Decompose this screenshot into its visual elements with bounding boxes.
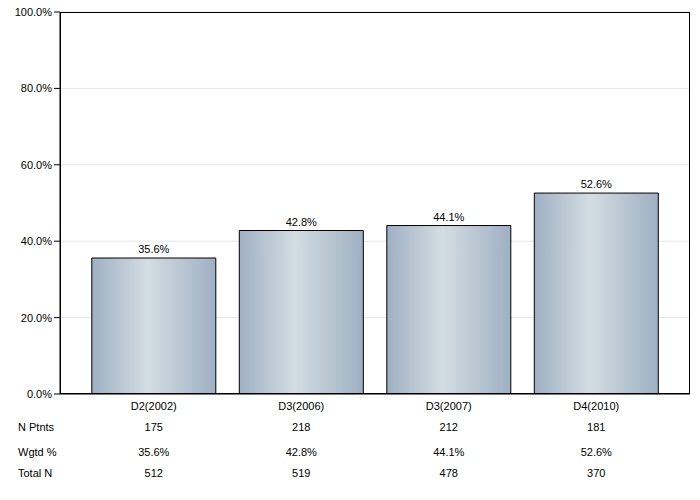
svg-text:60.0%: 60.0% (21, 159, 52, 171)
svg-text:0.0%: 0.0% (27, 388, 52, 400)
svg-text:40.0%: 40.0% (21, 235, 52, 247)
html-text:Total N: Total N (18, 467, 53, 479)
html-text:218: 218 (292, 421, 311, 433)
svg-text:D2(2002): D2(2002) (131, 400, 177, 412)
svg-text:42.8%: 42.8% (286, 216, 317, 228)
svg-text:52.6%: 52.6% (581, 178, 612, 190)
svg-text:20.0%: 20.0% (21, 312, 52, 324)
svg-text:100.0%: 100.0% (15, 6, 53, 18)
svg-text:D4(2010): D4(2010) (573, 400, 619, 412)
svg-text:80.0%: 80.0% (21, 82, 52, 94)
html-text:N Ptnts: N Ptnts (18, 421, 55, 433)
html-text:212: 212 (439, 421, 458, 433)
html-text:52.6%: 52.6% (580, 446, 612, 458)
html-text:44.1%: 44.1% (433, 446, 465, 458)
html-text:370: 370 (587, 467, 606, 479)
svg-text:D3(2007): D3(2007) (426, 400, 472, 412)
html-text:42.8%: 42.8% (285, 446, 317, 458)
html-text:Wgtd %: Wgtd % (18, 446, 57, 458)
svg-text:35.6%: 35.6% (138, 243, 169, 255)
html-text:512: 512 (144, 467, 163, 479)
svg-text:D3(2006): D3(2006) (278, 400, 324, 412)
svg-text:44.1%: 44.1% (433, 211, 464, 223)
html-text:478: 478 (439, 467, 458, 479)
html-text:35.6%: 35.6% (138, 446, 170, 458)
html-text:181: 181 (587, 421, 606, 433)
html-text:175: 175 (144, 421, 163, 433)
html-text:519: 519 (292, 467, 311, 479)
